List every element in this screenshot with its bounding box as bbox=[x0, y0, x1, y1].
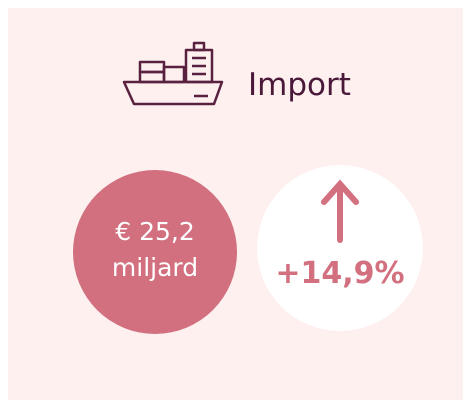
value-line1: € 25,2 bbox=[115, 217, 195, 246]
change-circle bbox=[257, 165, 423, 331]
ship-icon bbox=[122, 41, 224, 106]
up-arrow bbox=[321, 179, 359, 243]
change-value: +14,9% bbox=[275, 256, 404, 291]
value-line2: miljard bbox=[112, 253, 198, 282]
value-circle bbox=[73, 170, 237, 334]
title: Import bbox=[248, 67, 351, 103]
